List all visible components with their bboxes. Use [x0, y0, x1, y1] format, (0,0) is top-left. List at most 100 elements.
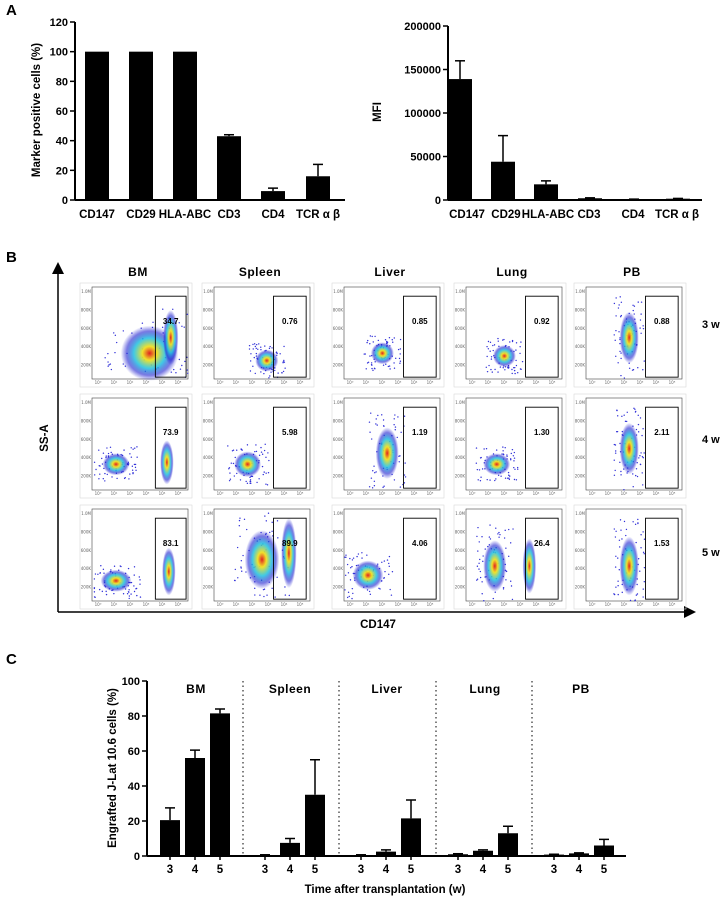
flow-y-tick: 1.0M	[81, 400, 91, 405]
flow-event-dot	[128, 478, 130, 480]
flow-event-dot	[107, 361, 109, 363]
y-tick-label: 20	[128, 816, 140, 828]
flow-event-dot	[131, 465, 134, 467]
flow-x-tick: 10¹	[111, 380, 118, 385]
flow-event-dot	[386, 341, 389, 343]
flow-event-dot	[234, 456, 236, 459]
flow-event-dot	[98, 449, 100, 451]
flow-x-tick: 10¹	[485, 491, 492, 496]
flow-event-dot	[383, 577, 385, 579]
flow-event-dot	[97, 573, 99, 575]
flow-cell-border	[79, 282, 193, 388]
flow-event-dot	[111, 476, 113, 478]
flow-event-dot	[229, 472, 231, 474]
flow-x-tick: 10⁰	[589, 491, 596, 496]
flow-x-tick: 10⁵	[297, 602, 304, 607]
flow-event-dot	[248, 348, 251, 350]
flow-event-dot	[617, 307, 620, 309]
flow-event-dot	[508, 477, 510, 479]
flow-event-dot	[93, 591, 96, 593]
flow-event-dot	[367, 339, 369, 342]
flow-event-dot	[364, 353, 366, 355]
flow-event-dot	[512, 455, 515, 457]
flow-event-dot	[479, 558, 481, 561]
flow-cell-border	[573, 393, 687, 499]
flow-event-dot	[478, 541, 480, 543]
flow-event-dot	[614, 339, 616, 342]
flow-event-dot	[476, 535, 478, 538]
flow-event-dot	[620, 529, 622, 531]
flow-event-dot	[615, 450, 617, 452]
flow-x-tick: 10³	[395, 602, 402, 607]
flow-x-tick: 10²	[621, 491, 628, 496]
flow-event-dot	[130, 593, 132, 595]
flow-event-dot	[369, 343, 371, 345]
y-tick-label: 100	[50, 47, 68, 59]
flow-density-blob	[281, 518, 297, 589]
gate-percentage: 89.9	[282, 539, 298, 548]
flow-event-dot	[128, 597, 130, 600]
flow-event-dot	[492, 344, 494, 347]
flow-cell: 1.0M 800K 600K 400K 200K 10⁰ 10¹ 10² 10³ 10⁴ 10⁵ 26…	[453, 504, 567, 610]
flow-event-dot	[635, 594, 638, 596]
flow-y-tick: 600K	[81, 437, 92, 442]
flow-event-dot	[628, 367, 631, 370]
flow-event-dot	[263, 595, 265, 598]
flow-event-dot	[505, 547, 507, 549]
flow-x-tick: 10¹	[605, 380, 612, 385]
c-yticks: 0 20 40 60 80 100	[122, 676, 147, 863]
flow-event-dot	[388, 562, 390, 565]
flow-x-tick: 10¹	[111, 491, 118, 496]
flow-event-dot	[248, 344, 251, 347]
flow-event-dot	[250, 353, 252, 355]
flow-event-dot	[270, 371, 272, 373]
flow-event-dot	[351, 565, 353, 568]
flow-event-dot	[101, 457, 103, 460]
gate-percentage: 0.88	[654, 317, 670, 326]
flow-density-blob	[619, 536, 639, 596]
flow-event-dot	[486, 355, 488, 358]
flow-event-dot	[181, 325, 183, 327]
flow-event-dot	[620, 314, 623, 317]
flow-event-dot	[175, 372, 177, 374]
flow-event-dot	[372, 470, 374, 472]
flow-event-dot	[505, 570, 508, 573]
flow-event-dot	[394, 429, 396, 431]
flow-event-dot	[495, 478, 497, 480]
flow-x-tick: 10⁵	[549, 491, 556, 496]
flow-gate	[403, 406, 437, 489]
flow-event-dot	[373, 485, 376, 487]
flow-event-dot	[632, 473, 634, 475]
flow-x-tick: 10³	[265, 380, 272, 385]
flow-event-dot	[519, 345, 521, 348]
flow-event-dot	[377, 414, 379, 417]
flow-event-dot	[508, 478, 511, 481]
flow-event-dot	[109, 446, 112, 449]
flow-event-dot	[95, 468, 97, 471]
flow-event-dot	[510, 452, 512, 455]
flow-event-dot	[615, 329, 617, 332]
flow-event-dot	[268, 347, 271, 350]
flow-event-dot	[258, 343, 260, 345]
flow-event-dot	[396, 436, 398, 439]
flow-event-dot	[254, 450, 256, 453]
flow-event-dot	[276, 520, 279, 522]
flow-event-dot	[281, 372, 283, 374]
y-tick-label: 0	[435, 195, 441, 207]
flow-event-dot	[93, 596, 96, 598]
flow-x-tick: 10³	[395, 491, 402, 496]
flow-event-dot	[254, 587, 256, 590]
gate-percentage: 26.4	[534, 539, 550, 548]
bar	[594, 845, 614, 856]
flow-event-dot	[502, 586, 505, 589]
flow-event-dot	[100, 565, 102, 567]
flow-event-dot	[618, 539, 621, 541]
a1-yticks: 0 20 40 60 80 100 120	[50, 17, 75, 207]
a2-yticks: 0 50000 100000 150000 200000	[404, 21, 448, 207]
flow-event-dot	[631, 369, 634, 371]
flow-event-dot	[481, 468, 484, 470]
flow-event-dot	[511, 598, 514, 601]
flow-event-dot	[275, 352, 278, 354]
x-tick-label: 3	[455, 864, 461, 876]
flow-y-tick: 800K	[575, 307, 586, 312]
